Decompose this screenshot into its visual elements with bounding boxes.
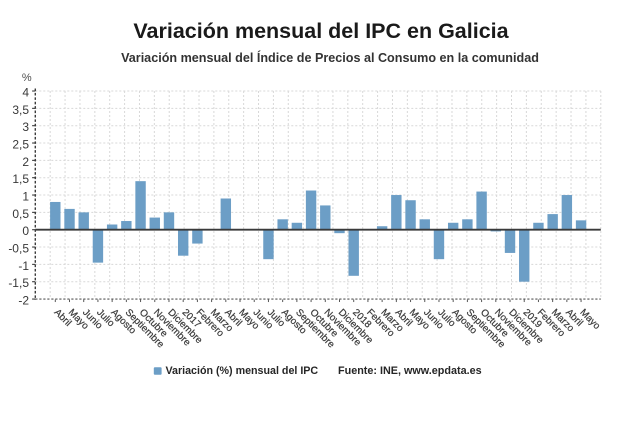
svg-text:0,5: 0,5: [12, 207, 29, 221]
svg-text:Variación mensual del Índice d: Variación mensual del Índice de Precios …: [121, 50, 539, 65]
svg-text:1,5: 1,5: [12, 172, 29, 186]
svg-text:3,5: 3,5: [12, 103, 29, 117]
svg-text:-0,5: -0,5: [8, 241, 29, 255]
svg-text:2,5: 2,5: [12, 137, 29, 151]
svg-text:Variación (%) mensual del IPC: Variación (%) mensual del IPC: [166, 365, 319, 377]
svg-text:1: 1: [22, 189, 29, 203]
svg-text:%: %: [22, 72, 32, 84]
svg-text:-1,5: -1,5: [8, 276, 29, 290]
svg-text:4: 4: [22, 85, 29, 99]
svg-text:-1: -1: [18, 259, 29, 273]
svg-text:Variación mensual del IPC en G: Variación mensual del IPC en Galicia: [133, 19, 509, 43]
svg-text:3: 3: [22, 120, 29, 134]
svg-text:Fuente: INE, www.epdata.es: Fuente: INE, www.epdata.es: [338, 365, 482, 377]
svg-text:-2: -2: [18, 293, 29, 307]
svg-text:2: 2: [22, 155, 29, 169]
svg-text:0: 0: [22, 224, 29, 238]
